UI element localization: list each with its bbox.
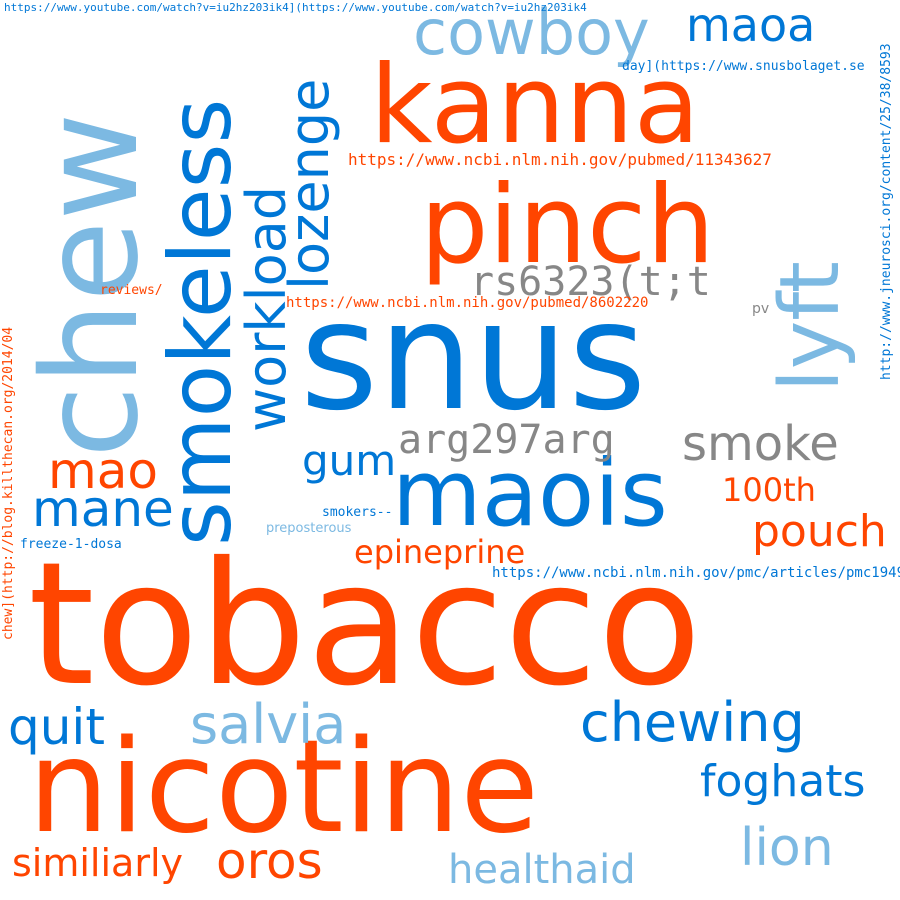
- word-nicotine: nicotine: [28, 713, 539, 862]
- word-mao: mao: [48, 442, 158, 500]
- word-similiarly: similiarly: [12, 841, 183, 885]
- word-smoke: smoke: [682, 416, 839, 472]
- word-url-pubmed-11343627: https://www.ncbi.nlm.nih.gov/pubmed/1134…: [348, 150, 772, 169]
- word-preposterous: preposterous: [266, 521, 352, 536]
- word-tobacco: tobacco: [28, 526, 702, 724]
- word-pinch: pinch: [420, 163, 715, 288]
- word-smokers: smokers--: [322, 505, 393, 520]
- word-maois: maois: [392, 440, 668, 547]
- word-smokeless: smokeless: [151, 98, 251, 546]
- word-100th: 100th: [722, 471, 816, 509]
- word-foghats: foghats: [700, 756, 866, 807]
- word-reviews: reviews/: [100, 283, 163, 298]
- word-url-pubmed-8602220: https://www.ncbi.nlm.nih.gov/pubmed/8602…: [286, 295, 649, 311]
- word-pouch: pouch: [752, 506, 887, 557]
- word-cowboy: cowboy: [413, 0, 650, 69]
- word-pv: pv: [752, 301, 770, 317]
- word-mane: mane: [32, 480, 174, 538]
- word-quit: quit: [8, 698, 105, 756]
- word-rs6323: rs6323(t;t: [470, 259, 711, 305]
- word-gum: gum: [302, 436, 397, 485]
- word-url-jneurosci: http://www.jneurosci.org/content/25/38/8…: [879, 43, 894, 380]
- word-healthaid: healthaid: [448, 847, 636, 893]
- word-kanna: kanna: [370, 43, 700, 168]
- word-lion: lion: [740, 818, 834, 878]
- word-url-killthecan: chew](http://blog.killthecan.org/2014/04: [1, 326, 16, 640]
- word-snus: snus: [300, 270, 647, 444]
- word-epineprine: epineprine: [354, 533, 526, 571]
- word-arg297arg: arg297arg: [398, 417, 615, 463]
- word-oros: oros: [216, 832, 323, 890]
- word-chewing: chewing: [580, 691, 805, 754]
- word-maoa: maoa: [686, 0, 816, 52]
- word-url-pmc19495: https://www.ncbi.nlm.nih.gov/pmc/article…: [492, 565, 900, 581]
- word-lyft: lyft: [763, 261, 858, 392]
- word-salvia: salvia: [190, 693, 347, 756]
- word-lozenge: lozenge: [278, 78, 341, 290]
- word-freeze-1-dosa: freeze-1-dosa: [20, 537, 122, 552]
- word-url-snusbolaget: day](https://www.snusbolaget.se: [622, 59, 865, 74]
- word-url-youtube: https://www.youtube.com/watch?v=iu2hz203…: [4, 1, 587, 14]
